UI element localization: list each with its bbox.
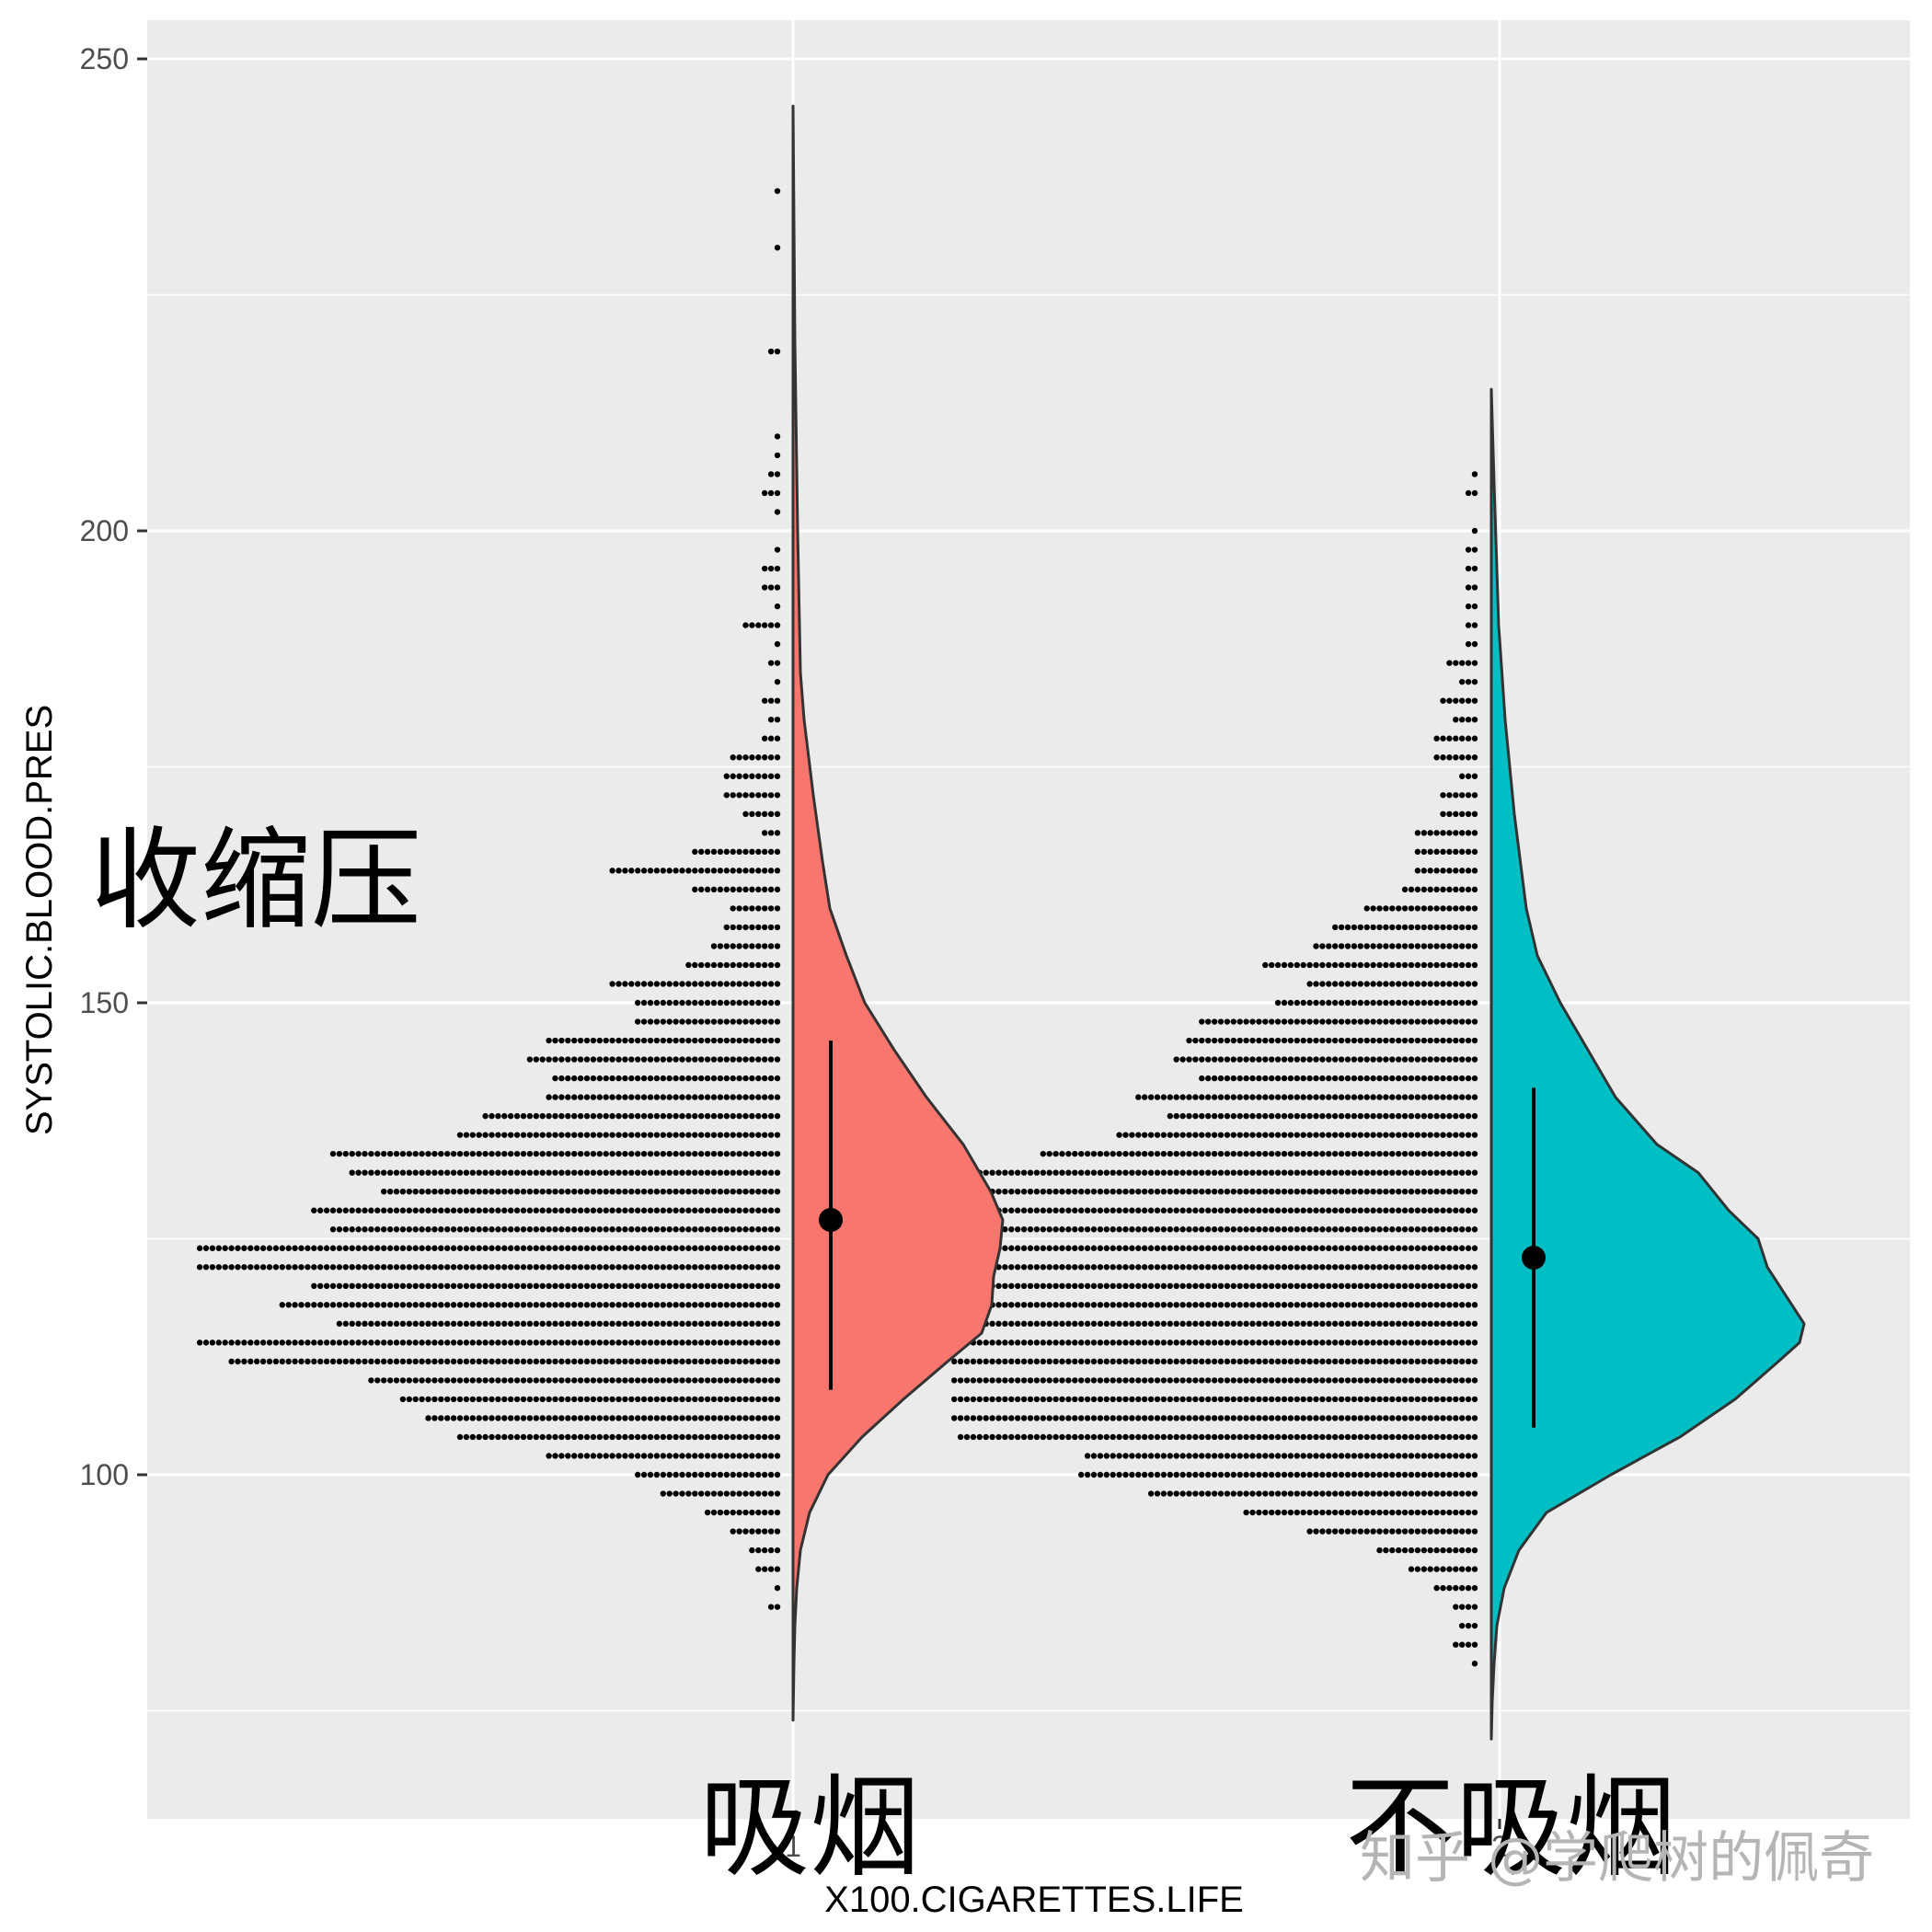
group1-label-cn: 吸烟: [699, 1765, 920, 1892]
x-tick-label: 1: [785, 1830, 801, 1863]
mean-point-1: [819, 1207, 843, 1232]
violin-2: [1489, 387, 1806, 1741]
x-tick-label: 2: [1491, 1830, 1508, 1863]
y-label-cn: 收缩压: [90, 817, 421, 945]
y-tick-label: 100: [80, 1458, 129, 1491]
y-tick-label: 150: [80, 986, 129, 1019]
y-axis-title: SYSTOLIC.BLOOD.PRES: [19, 705, 60, 1135]
mean-point-2: [1522, 1246, 1546, 1271]
x-axis-title: X100.CIGARETTES.LIFE: [824, 1880, 1244, 1920]
y-axis: 100 150 200 250: [80, 42, 147, 1491]
watermark: 知乎 @学爬树的佩奇: [1360, 1826, 1874, 1891]
y-tick-label: 200: [80, 514, 129, 547]
group2-label-cn: 不吸烟: [1345, 1765, 1676, 1892]
violin-1: [791, 104, 1005, 1722]
plot-panel: [147, 20, 1910, 1819]
dot-plot: [196, 188, 1478, 1667]
half-violins: [791, 104, 1806, 1741]
mean-sd-markers: [819, 1041, 1546, 1428]
y-tick-label: 250: [80, 42, 129, 75]
